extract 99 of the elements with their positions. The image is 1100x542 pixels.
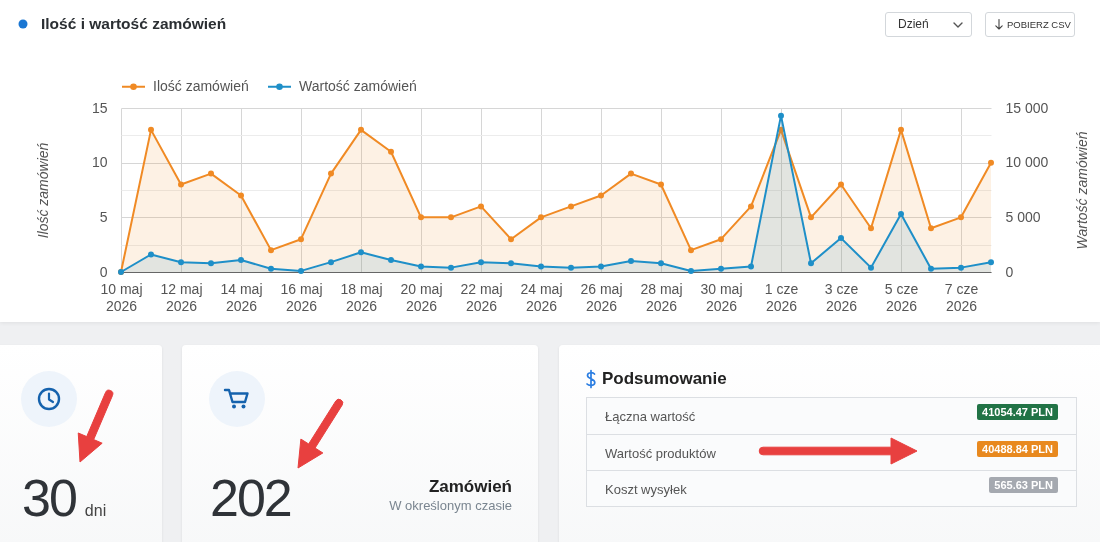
point	[868, 225, 874, 232]
text: Podsumowanie	[602, 368, 727, 390]
point	[508, 236, 514, 243]
point	[268, 247, 274, 254]
point	[358, 126, 364, 133]
x-tick-label: 20 maj 2026	[400, 280, 443, 314]
x-tick-label: 30 maj 2026	[700, 280, 743, 314]
y-tick-label: 15	[91, 99, 108, 116]
badge: 40488.84 PLN	[977, 441, 1058, 457]
legend-label: Wartość zamówień	[299, 77, 417, 94]
text: Zamówień	[427, 477, 512, 497]
text: 30	[22, 469, 76, 527]
point	[298, 267, 304, 274]
x-tick-label: 16 maj 2026	[280, 280, 323, 314]
category-label: Łączna wartość	[605, 408, 696, 426]
point	[388, 148, 394, 155]
point	[508, 260, 514, 267]
y-axis-title: Ilość zamówień	[34, 142, 51, 239]
text: dni	[84, 502, 107, 520]
point	[448, 264, 454, 271]
point	[958, 214, 964, 221]
point	[178, 259, 184, 266]
point	[598, 263, 604, 270]
point	[958, 264, 964, 271]
point	[598, 192, 604, 199]
point	[328, 259, 334, 266]
point	[568, 203, 574, 210]
point	[238, 256, 244, 263]
dropdown: Dzień	[885, 12, 972, 37]
point	[808, 260, 814, 267]
point	[718, 265, 724, 272]
badge: 565.63 PLN	[989, 477, 1058, 493]
point	[418, 214, 424, 221]
point	[628, 170, 634, 177]
point	[988, 159, 994, 166]
point	[988, 259, 994, 266]
chart-title: Ilość i wartość zamówień	[41, 15, 227, 33]
point	[868, 264, 874, 271]
x-tick-label: 3 cze 2026	[824, 280, 859, 314]
x-tick-label: 12 maj 2026	[160, 280, 203, 314]
y2-tick-label: 10 000	[1005, 154, 1049, 171]
point	[688, 267, 694, 274]
x-tick-label: 5 cze 2026	[884, 280, 919, 314]
badge: 41054.47 PLN	[977, 404, 1058, 420]
point	[748, 263, 754, 270]
point	[358, 249, 364, 256]
point	[208, 170, 214, 177]
point	[478, 259, 484, 266]
point	[628, 258, 634, 265]
y-tick-label: 5	[99, 208, 108, 225]
y-tick-label: 10	[91, 154, 108, 171]
point	[928, 265, 934, 272]
point	[538, 263, 544, 270]
point	[898, 211, 904, 218]
point	[178, 181, 184, 188]
button: POBIERZ CSV	[985, 12, 1075, 37]
point	[208, 260, 214, 267]
point	[268, 265, 274, 272]
x-tick-label: 10 maj 2026	[100, 280, 143, 314]
point	[838, 181, 844, 188]
category-label: Wartość produktów	[605, 445, 716, 463]
y2-tick-label: 0	[1005, 263, 1014, 280]
point	[238, 192, 244, 199]
point	[148, 126, 154, 133]
point	[298, 236, 304, 243]
point	[658, 181, 664, 188]
point	[778, 112, 784, 119]
x-tick-label: 14 maj 2026	[220, 280, 263, 314]
point	[418, 263, 424, 270]
x-tick-label: 18 maj 2026	[340, 280, 383, 314]
point	[898, 126, 904, 133]
y2-tick-label: 5 000	[1005, 208, 1041, 225]
point	[688, 247, 694, 254]
x-tick-label: 24 maj 2026	[520, 280, 563, 314]
point	[838, 235, 844, 242]
point	[328, 170, 334, 177]
point	[448, 214, 454, 221]
text: W określonym czasie	[389, 497, 512, 515]
y2-tick-label: 15 000	[1005, 99, 1049, 116]
point	[748, 203, 754, 210]
x-tick-label: 7 cze 2026	[944, 280, 979, 314]
x-tick-label: 1 cze 2026	[764, 280, 799, 314]
point	[808, 214, 814, 221]
point	[928, 225, 934, 232]
point	[538, 214, 544, 221]
x-tick-label: 22 maj 2026	[460, 280, 503, 314]
y-tick-label: 0	[99, 263, 108, 280]
point	[478, 203, 484, 210]
text: 202	[210, 469, 291, 527]
y2-axis-title: Wartość zamówień	[1074, 131, 1091, 250]
point	[388, 256, 394, 263]
point	[568, 264, 574, 271]
x-tick-label: 26 maj 2026	[580, 280, 623, 314]
legend-label: Ilość zamówień	[153, 77, 249, 94]
point	[148, 251, 154, 258]
category-label: Koszt wysyłek	[605, 481, 687, 499]
x-tick-label: 28 maj 2026	[640, 280, 683, 314]
point	[658, 260, 664, 267]
point	[718, 236, 724, 243]
